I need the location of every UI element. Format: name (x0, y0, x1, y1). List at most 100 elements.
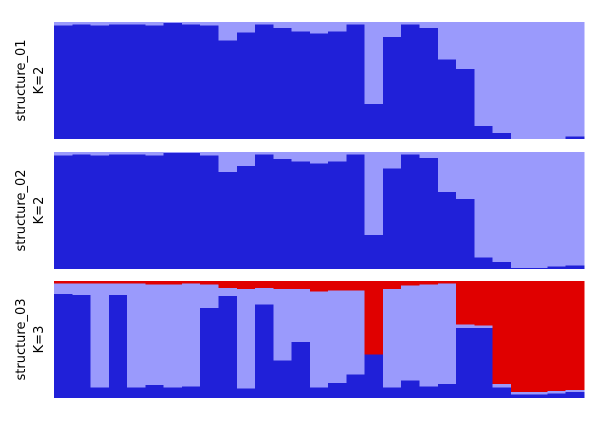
bar-segment (437, 59, 457, 139)
bar-segment (200, 152, 220, 156)
bar-segment (127, 281, 146, 284)
bar-segment (547, 22, 567, 139)
bar-segment (309, 152, 329, 164)
bar-segment (200, 284, 220, 308)
bar-segment (401, 152, 421, 155)
bar-segment (127, 283, 146, 388)
bar-segment (547, 390, 567, 394)
bar-segment (346, 290, 366, 375)
bar-segment (346, 22, 366, 25)
bar-segment (145, 25, 165, 139)
bar-segment (456, 152, 475, 199)
bar-segment (547, 266, 567, 269)
bar-segment (510, 394, 530, 398)
bar-segment (565, 389, 585, 393)
bar-segment (72, 295, 92, 398)
bar-segment (474, 257, 494, 269)
bar-segment (565, 281, 585, 390)
bar-segment (291, 152, 311, 162)
bar-segment (291, 289, 311, 342)
bar-segment (273, 281, 293, 290)
bar-segment (346, 374, 366, 398)
bar-segment (255, 152, 274, 155)
bar-segment (181, 386, 201, 398)
bar-segment (565, 22, 585, 137)
bar-segment (127, 154, 146, 269)
bar-segment (54, 25, 73, 139)
structure-panel-3: structure_03 K=3 (14, 281, 585, 398)
bar-segment (474, 281, 494, 326)
bar-segment (309, 33, 329, 140)
bar-segment (236, 22, 256, 33)
bar-segment (291, 22, 311, 32)
bar-segment (108, 154, 128, 269)
bar-segment (145, 155, 165, 269)
bar-segment (90, 387, 110, 398)
bar-segment (456, 22, 475, 69)
bar-segment (474, 22, 494, 127)
bar-segment (181, 281, 201, 284)
bar-segment (90, 155, 110, 269)
bar-segment (364, 152, 384, 236)
bar-segment (510, 267, 530, 269)
bar-segment (236, 152, 256, 167)
bar-segment (236, 166, 256, 269)
bar-segment (90, 283, 110, 388)
bar-segment (218, 22, 238, 41)
bar-segment (218, 40, 238, 139)
bar-segment (273, 152, 293, 160)
bar-segment (236, 281, 256, 290)
bar-segment (474, 327, 494, 398)
bar-segment (328, 161, 348, 269)
bar-segment (401, 380, 421, 398)
bar-segment (437, 22, 457, 60)
bar-segment (236, 289, 256, 389)
bar-segment (328, 382, 348, 398)
bar-segment (127, 24, 146, 140)
bar-segment (510, 392, 530, 395)
bar-segment (108, 283, 128, 296)
bar-segment (127, 22, 146, 25)
bar-segment (456, 198, 475, 269)
bar-segment (492, 387, 512, 398)
bar-segment (382, 387, 402, 398)
bar-segment (54, 283, 73, 294)
bar-segment (437, 383, 457, 398)
bar-segment (456, 281, 475, 325)
bar-segment (346, 154, 366, 269)
bar-segment (364, 235, 384, 269)
bar-segment (181, 153, 201, 269)
bar-segment (145, 284, 165, 386)
bar-segment (218, 171, 238, 269)
bar-segment (309, 387, 329, 398)
bar-segment (54, 152, 73, 156)
bar-segment (529, 281, 549, 393)
bar-segment (200, 281, 220, 285)
panel-name-label: structure_02 (14, 169, 29, 251)
bar-segment (273, 289, 293, 361)
bar-segment (273, 27, 293, 140)
bar-segment (72, 154, 92, 269)
bar-segment (90, 25, 110, 139)
bar-segment (529, 392, 549, 395)
bar-segment (163, 152, 183, 154)
bar-segment (492, 152, 512, 262)
bar-segment (181, 22, 201, 25)
bar-segment (328, 22, 348, 32)
bar-segment (72, 281, 92, 284)
bar-segment (72, 22, 92, 25)
bar-segment (255, 24, 274, 140)
bar-segment (181, 24, 201, 140)
bar-segment (273, 22, 293, 28)
bar-segment (309, 22, 329, 34)
bar-segment (181, 283, 201, 387)
bar-segment (309, 281, 329, 292)
panel-k-label: K=3 (32, 326, 47, 354)
bar-segment (291, 161, 311, 269)
bar-segment (474, 325, 494, 328)
bar-segment (474, 126, 494, 139)
bar-segment (529, 267, 549, 269)
bar-segment (419, 27, 439, 140)
bar-segment (382, 37, 402, 139)
